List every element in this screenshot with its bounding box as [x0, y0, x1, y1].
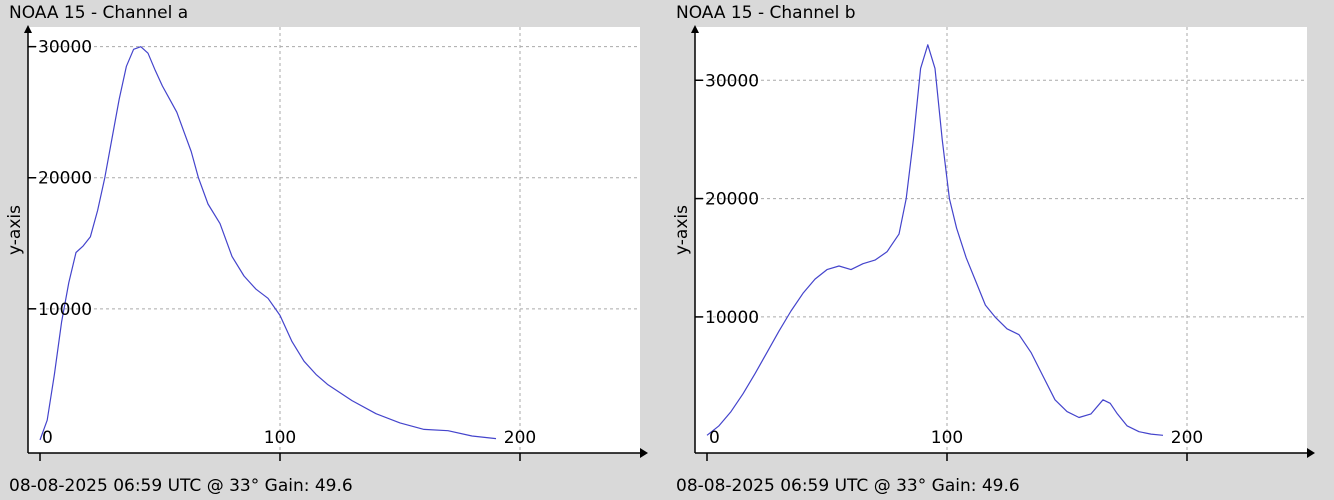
- plot-area: [695, 27, 1307, 453]
- x-tick-label: 200: [504, 428, 536, 448]
- series-line: [39, 46, 497, 441]
- chart-footer: 08-08-2025 06:59 UTC @ 33° Gain: 49.6: [676, 476, 1020, 496]
- channel-a-panel: NOAA 15 - Channel a 0 100 200 10000 20000 300…: [5, 3, 648, 496]
- x-tick-label: 200: [1171, 428, 1203, 448]
- y-axis-label: y-axis: [5, 205, 25, 255]
- series-line: [706, 44, 1164, 436]
- channel-b-chart: 0 100 200 10000 20000 30000 y-axis: [672, 25, 1315, 461]
- chart-footer: 08-08-2025 06:59 UTC @ 33° Gain: 49.6: [9, 476, 353, 496]
- x-tick-label: 0: [709, 428, 720, 448]
- x-axis-arrow: [640, 448, 648, 458]
- y-tick-label: 20000: [38, 169, 92, 189]
- y-tick-label: 10000: [705, 308, 759, 328]
- chart-title: NOAA 15 - Channel b: [676, 3, 856, 23]
- channel-b-panel: NOAA 15 - Channel b 0 100 200 10000 20000 300…: [667, 0, 1334, 500]
- x-axis-arrow: [1307, 448, 1315, 458]
- chart-title: NOAA 15 - Channel a: [9, 3, 189, 23]
- y-tick-label: 10000: [38, 300, 92, 320]
- x-tick-label: 100: [931, 428, 963, 448]
- y-tick-label: 20000: [705, 190, 759, 210]
- y-tick-label: 30000: [705, 71, 759, 91]
- x-tick-label: 0: [42, 428, 53, 448]
- channel-a-chart: 0 100 200 10000 20000 30000 y-axis: [5, 25, 648, 461]
- y-axis-arrow: [691, 25, 699, 33]
- y-axis-arrow: [24, 25, 32, 33]
- plot-area: [28, 27, 640, 453]
- x-tick-label: 100: [264, 428, 296, 448]
- y-axis-label: y-axis: [672, 205, 692, 255]
- y-tick-label: 30000: [38, 38, 92, 58]
